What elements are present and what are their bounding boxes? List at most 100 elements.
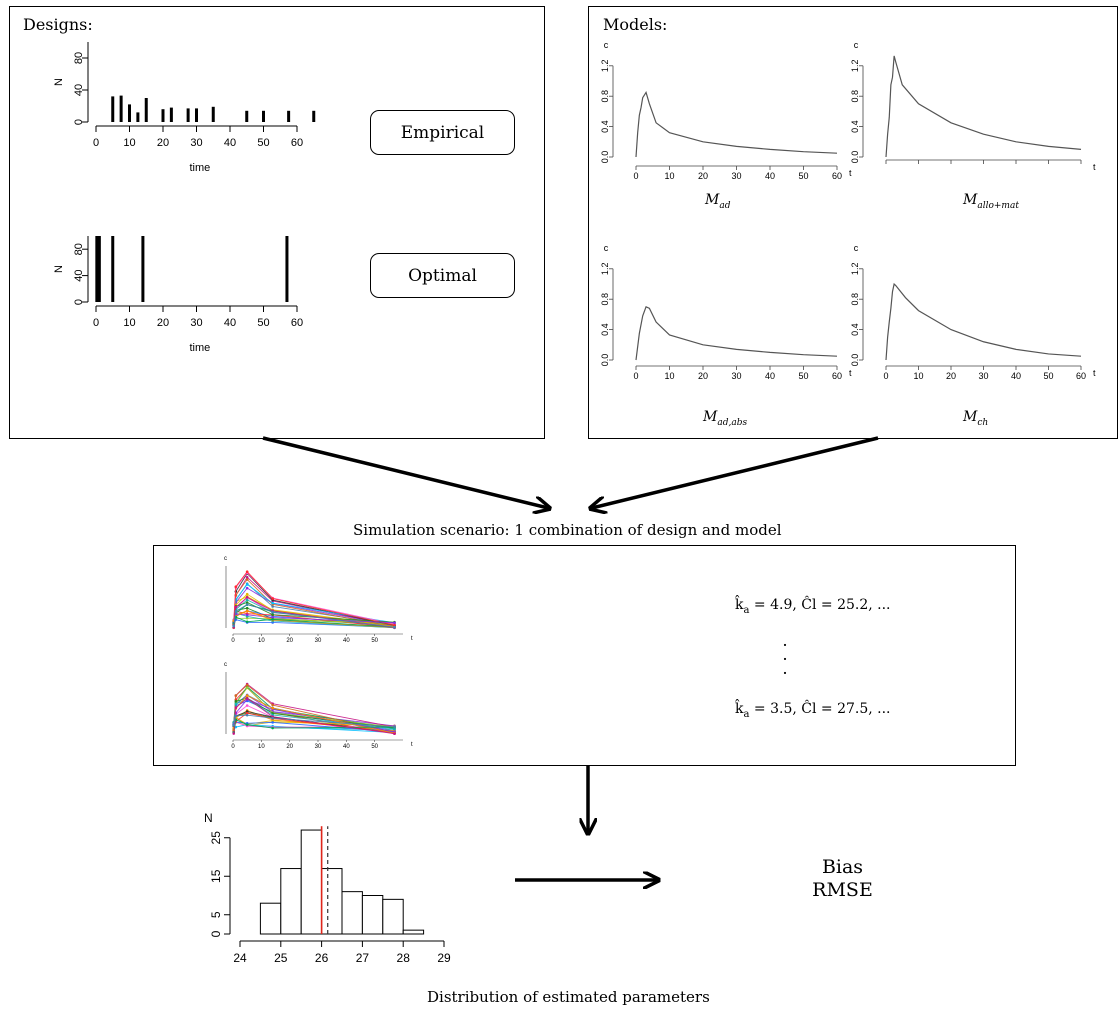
simulation-top-profile-point [245,603,249,606]
simulation-top-xtick-label: 40 [343,638,350,644]
simulation-bottom-profile-point [234,699,238,703]
simulation-bottom-ylabel: c [224,662,227,668]
model-curves-chart: 0 10 20 30 40 50 60 t0.00.40.81.2ct0.00.40.81.2… [600,40,1096,381]
histogram-xtick-label: 24 [233,951,247,965]
model-label-ad: Mad [705,192,731,211]
optimal-ytick-label: 40 [73,269,85,281]
histogram-xtick-label: 27 [356,951,370,965]
model-panel-3-ytick-label: 0.0 [600,354,610,367]
distribution-caption: Distribution of estimated parameters [427,988,710,1006]
simulation-top-profile-point [393,621,396,625]
empirical-xtick-label: 10 [123,137,135,149]
histogram-ytick-label: 15 [209,869,223,883]
simulation-bottom-profile-point [393,727,396,731]
simulation-top-xtick-label: 10 [258,638,265,644]
empirical-bar [128,104,131,122]
optimal-design-label: Optimal [370,253,515,298]
simulation-top-profile-point [234,585,238,588]
model-panel-1-xtick-label: 20 [698,171,708,181]
simulation-bottom-xlabel: t [411,742,413,748]
optimal-xtick-label: 0 [93,317,99,329]
optimal-ytick-label: 0 [73,299,85,305]
result-metrics: Bias RMSE [800,856,885,902]
simulation-top-profile-point [245,586,249,590]
models-panel [588,6,1118,439]
histogram-xtick-label: 26 [315,951,329,965]
simulation-top-profile-point [393,625,396,629]
histogram-bar [402,929,425,935]
estimate-histogram: 24 25 26 27 28 29 0 5 15 25 N [204,811,451,965]
simulation-bottom-xtick-label: 0 [231,744,235,750]
histogram-bar [280,868,302,935]
estimate-line-last: k̂a = 3.5, Ĉl = 27.5, ... [735,701,891,720]
model-panel-1-xtick-label: 0 [633,171,638,181]
model-panel-2-ytick-label: 0.4 [850,120,860,133]
empirical-xtick-label: 20 [157,137,169,149]
model-label-ch: Mch [963,409,989,428]
model-panel-3-ytick-label: 0.4 [600,323,610,336]
simulation-bottom-profile-point [234,702,238,706]
empirical-xtick-label: 40 [224,137,236,149]
simulation-bottom-xtick-label: 20 [286,744,293,750]
model-panel-4-ytick-label: 0.0 [850,354,860,367]
empirical-xtick-label: 30 [190,137,202,149]
model-panel-3-xtick-label: 30 [731,371,741,381]
simulation-bottom-profile-point [245,694,249,697]
model-panel-4-ytick-label: 1.2 [850,263,860,276]
model-panel-4-xtick-label: 60 [1076,371,1086,381]
arrow-models-to-scenario [592,436,879,508]
histogram-ytick-label: 5 [209,911,223,918]
simulation-top-profile-point [245,613,249,617]
empirical-bar [287,110,291,122]
model-panel-3-xtick-label: 20 [698,371,708,381]
simulation-bottom-profile-point [271,721,274,724]
model-panel-3-xtick-label: 10 [664,371,674,381]
model-panel-1-curve [635,90,838,158]
simulation-top-profile-point [245,616,249,620]
simulation-top-xtick-label: 0 [231,638,235,644]
histogram-bar [259,902,282,935]
histogram-ytick-label: 25 [209,831,223,845]
simulation-top-profile-point [245,598,249,602]
model-panel-3-xtick-label: 60 [832,371,842,381]
simulation-bottom-profile-point [234,694,238,697]
simulation-top-profile-point [245,578,249,581]
model-panel-1-xtick-label: 10 [664,171,674,181]
simulation-bottom-xtick-label: 30 [315,744,322,750]
histogram-xtick-label: 29 [437,951,451,965]
model-panel-4-ytick-label: 0.4 [850,323,860,336]
optimal-bar [141,236,145,302]
histogram-xtick-label: 25 [274,951,288,965]
histogram-bar [361,895,384,935]
optimal-ytick-label: 80 [73,243,85,255]
model-panel-2-xlabel: t [1093,162,1096,172]
simulation-bottom-profile-point [393,732,396,736]
empirical-design-label: Empirical [370,110,515,155]
empirical-bar [312,110,316,122]
optimal-bar [111,236,115,302]
model-panel-1-ytick-label: 0.8 [600,90,610,103]
simulation-bottom-profile-point [234,714,238,718]
estimate-ellipsis: . . . [782,630,788,678]
simulation-top-profile-point [271,605,274,608]
model-panel-1-ytick-label: 0.0 [600,151,610,164]
simulation-bottom-profile-point [234,706,238,709]
empirical-bar [111,96,115,122]
simulation-bottom-profile-point [271,706,274,710]
simulation-bottom-profile-point [245,713,249,717]
model-label-allo-mat: Mallo+mat [963,192,1019,211]
histogram-bar [382,898,404,935]
simulation-bottom-profile-point [393,725,396,729]
model-panel-2-curve [885,55,1082,158]
simulation-bottom-profile-point [245,723,249,726]
simulation-bottom-profile-point [232,732,236,735]
rmse-label: RMSE [812,879,873,901]
optimal-xtick-label: 60 [291,317,303,329]
optimal-xlabel: time [189,342,210,354]
empirical-ytick-label: 0 [73,119,85,125]
model-panel-4-xtick-label: 40 [1011,371,1021,381]
simulation-top-profile-point [245,583,249,586]
scenario-caption: Simulation scenario: 1 combination of de… [353,521,782,539]
histogram-bar [321,868,343,935]
empirical-bar [262,110,265,122]
